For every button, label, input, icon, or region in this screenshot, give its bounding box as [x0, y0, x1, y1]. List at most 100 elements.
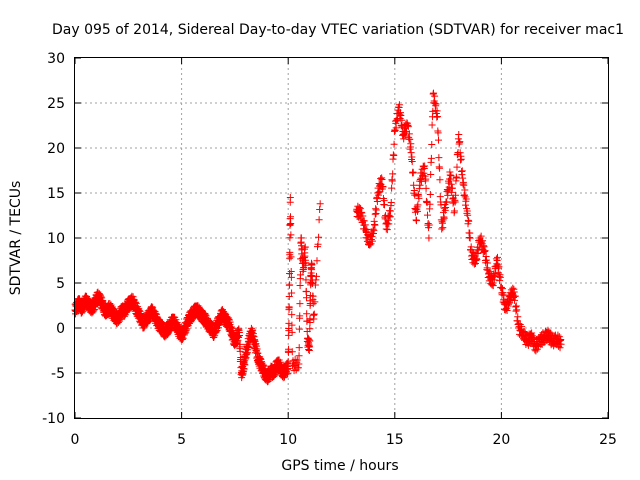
data-point-fill	[140, 324, 148, 332]
data-point	[489, 279, 497, 287]
data-point	[374, 189, 382, 197]
data-point-fill	[396, 114, 404, 122]
data-point-fill	[285, 281, 293, 289]
data-point	[248, 329, 256, 336]
y-tick-label: 25	[47, 96, 65, 112]
data-point	[519, 329, 527, 336]
data-point-fill	[313, 257, 321, 265]
data-point-fill	[462, 195, 470, 203]
data-point-fill	[456, 149, 464, 157]
data-point-fill	[286, 234, 294, 242]
data-point	[246, 333, 254, 341]
data-point	[455, 131, 463, 138]
data-point	[468, 252, 476, 260]
data-point-fill	[459, 174, 467, 182]
data-point-fill	[473, 256, 481, 264]
data-point-fill	[509, 284, 517, 292]
data-point	[557, 340, 565, 348]
data-point-fill	[520, 327, 528, 335]
data-point-fill	[114, 319, 122, 327]
y-axis-label: SDTVAR / TECUs	[8, 181, 24, 296]
data-point-fill	[423, 211, 431, 219]
data-point-fill	[236, 340, 244, 348]
data-point	[252, 347, 260, 354]
data-point-fill	[426, 191, 434, 199]
data-point	[131, 302, 139, 309]
data-point-fill	[302, 276, 310, 284]
data-point	[259, 365, 267, 372]
data-point	[227, 324, 235, 332]
data-point-fill	[410, 181, 418, 189]
data-point-fill	[385, 220, 393, 228]
data-point	[88, 304, 96, 312]
data-point-fill	[249, 330, 257, 338]
y-tick-labels: -10 -5 0 5 10 15 20 25 30	[42, 51, 65, 427]
data-point-fill	[428, 121, 436, 129]
data-point-fill	[287, 273, 295, 281]
data-point-fill	[368, 237, 376, 245]
data-point	[184, 317, 192, 325]
data-point-fill	[309, 300, 317, 308]
data-point	[165, 324, 173, 332]
data-point-fill	[414, 207, 422, 215]
chart-title: Day 095 of 2014, Sidereal Day-to-day VTE…	[52, 22, 624, 38]
data-point-fill	[388, 177, 396, 185]
data-point	[416, 176, 424, 183]
data-point	[271, 365, 279, 372]
data-point-fill	[406, 135, 414, 143]
y-tick-label: -10	[42, 411, 65, 427]
x-tick-label: 5	[177, 432, 186, 448]
x-tick-labels: 0 5 10 15 20 25	[71, 432, 617, 448]
data-point-fill	[436, 164, 444, 172]
data-point-fill	[287, 219, 295, 227]
data-point-fill	[447, 180, 455, 188]
data-point	[114, 315, 122, 323]
data-point	[510, 288, 518, 296]
data-point-fill	[495, 263, 503, 271]
data-point	[250, 338, 258, 345]
data-point	[408, 153, 416, 161]
data-point	[276, 362, 284, 370]
data-point	[135, 311, 143, 318]
data-point	[297, 234, 305, 242]
data-point-fill	[276, 358, 284, 366]
data-point-fill	[482, 256, 490, 264]
data-point-fill	[362, 227, 370, 235]
data-point-fill	[439, 224, 447, 232]
data-point	[399, 131, 407, 138]
y-tick-label: 30	[47, 51, 65, 67]
data-point-fill	[314, 240, 322, 248]
data-point-fill	[478, 238, 486, 246]
data-point	[429, 90, 437, 98]
data-point	[307, 279, 315, 287]
data-point	[412, 216, 420, 224]
data-point-fill	[179, 334, 187, 342]
data-point-fill	[435, 136, 443, 144]
data-point	[201, 315, 209, 323]
data-point	[295, 360, 303, 368]
data-point-fill	[387, 198, 395, 206]
data-point-fill	[288, 321, 296, 329]
data-point-fill	[236, 347, 244, 355]
data-point	[141, 317, 149, 325]
data-point	[75, 299, 83, 307]
data-point-fill	[285, 304, 293, 312]
data-point-fill	[390, 140, 398, 148]
data-point	[256, 360, 264, 368]
data-point-fill	[467, 243, 475, 251]
data-point	[265, 371, 273, 379]
data-point-fill	[434, 129, 442, 137]
data-point	[404, 122, 412, 129]
data-point	[212, 324, 220, 332]
data-point	[242, 351, 250, 359]
data-point-fill	[435, 154, 443, 162]
data-point-fill	[390, 151, 398, 159]
data-point-fill	[172, 316, 180, 324]
data-point-fill	[295, 344, 303, 352]
data-point	[378, 176, 386, 183]
data-point-fill	[448, 184, 456, 192]
data-point	[357, 209, 365, 217]
x-tick-label: 25	[599, 432, 617, 448]
data-point-fill	[296, 312, 304, 320]
